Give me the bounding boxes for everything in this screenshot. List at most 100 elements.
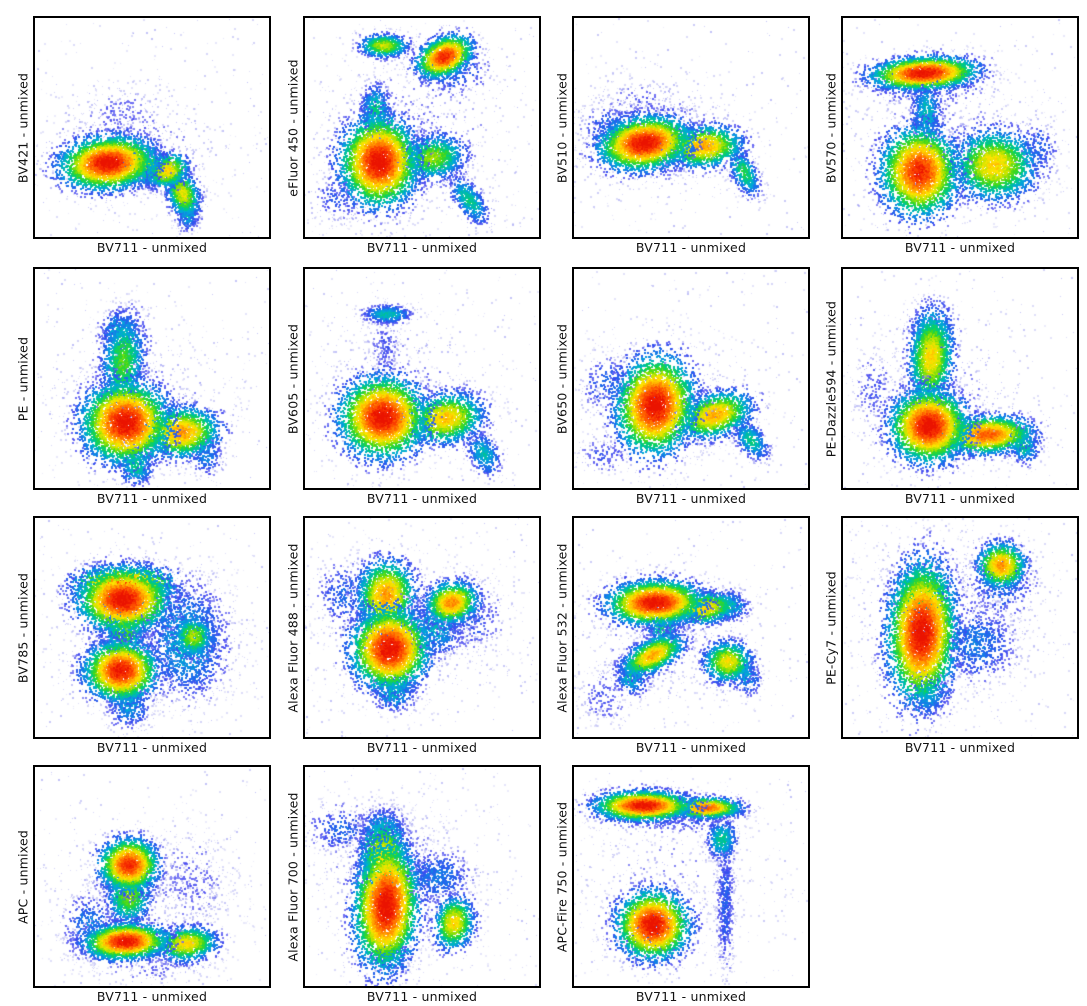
x-axis-label: BV711 - unmixed — [635, 491, 747, 506]
flow-panel: BV605 - unmixed BV711 - unmixed — [283, 267, 541, 506]
y-axis: Alexa Fluor 700 - unmixed — [283, 765, 303, 988]
plot-frame — [572, 16, 810, 239]
density-plot-canvas — [574, 269, 808, 488]
flow-panel: Alexa Fluor 488 - unmixed BV711 - unmixe… — [283, 516, 541, 755]
y-axis-label: APC-Fire 750 - unmixed — [554, 801, 570, 952]
density-plot-canvas — [574, 518, 808, 737]
plot-frame — [303, 765, 541, 988]
density-plot-canvas — [35, 269, 269, 488]
x-axis-label: BV711 - unmixed — [904, 740, 1016, 755]
y-axis: BV510 - unmixed — [552, 16, 572, 239]
y-axis-label: BV605 - unmixed — [285, 323, 301, 434]
y-axis: eFluor 450 - unmixed — [283, 16, 303, 239]
y-axis-label: Alexa Fluor 532 - unmixed — [554, 542, 570, 713]
density-plot-canvas — [305, 18, 539, 237]
plot-frame — [33, 16, 271, 239]
y-axis-label: BV510 - unmixed — [554, 72, 570, 183]
plot-frame — [33, 516, 271, 739]
y-axis-label: eFluor 450 - unmixed — [285, 58, 301, 197]
flow-panel: BV650 - unmixed BV711 - unmixed — [552, 267, 810, 506]
plot-frame — [572, 765, 810, 988]
density-plot-canvas — [305, 518, 539, 737]
plot-frame — [303, 16, 541, 239]
plot-column: BV711 - unmixed — [303, 516, 541, 755]
density-plot-canvas — [305, 269, 539, 488]
plot-column: BV711 - unmixed — [572, 765, 810, 1004]
y-axis-label: BV785 - unmixed — [15, 572, 31, 683]
x-axis-label: BV711 - unmixed — [96, 491, 208, 506]
density-plot-canvas — [305, 767, 539, 986]
density-plot-canvas — [35, 518, 269, 737]
plot-column: BV711 - unmixed — [841, 16, 1079, 255]
x-axis-label: BV711 - unmixed — [366, 740, 478, 755]
flow-panel: eFluor 450 - unmixed BV711 - unmixed — [283, 16, 541, 255]
y-axis-label: BV421 - unmixed — [15, 72, 31, 183]
y-axis: PE-Cy7 - unmixed — [821, 516, 841, 739]
plot-column: BV711 - unmixed — [572, 16, 810, 255]
plot-frame — [841, 516, 1079, 739]
plot-column: BV711 - unmixed — [33, 765, 271, 1004]
x-axis-label: BV711 - unmixed — [635, 240, 747, 255]
x-axis-label: BV711 - unmixed — [96, 740, 208, 755]
plot-frame — [303, 267, 541, 490]
density-plot-canvas — [843, 269, 1077, 488]
x-axis-label: BV711 - unmixed — [635, 740, 747, 755]
plot-frame — [572, 516, 810, 739]
plot-column: BV711 - unmixed — [33, 16, 271, 255]
y-axis-label: BV570 - unmixed — [823, 72, 839, 183]
plot-frame — [572, 267, 810, 490]
flow-panel: APC-Fire 750 - unmixed BV711 - unmixed — [552, 765, 810, 1004]
x-axis-label: BV711 - unmixed — [366, 240, 478, 255]
flow-panel: PE-Dazzle594 - unmixed BV711 - unmixed — [821, 267, 1079, 506]
plot-frame — [841, 267, 1079, 490]
plot-column: BV711 - unmixed — [33, 267, 271, 506]
y-axis-label: PE-Dazzle594 - unmixed — [823, 300, 839, 457]
plot-frame — [841, 16, 1079, 239]
flow-panel: PE-Cy7 - unmixed BV711 - unmixed — [821, 516, 1079, 755]
density-plot-canvas — [574, 767, 808, 986]
flow-panel: PE - unmixed BV711 - unmixed — [13, 267, 271, 506]
y-axis-label: PE - unmixed — [15, 336, 31, 421]
flow-panel: APC - unmixed BV711 - unmixed — [13, 765, 271, 1004]
plot-column: BV711 - unmixed — [572, 267, 810, 506]
plot-column: BV711 - unmixed — [841, 267, 1079, 506]
y-axis: PE-Dazzle594 - unmixed — [821, 267, 841, 490]
y-axis: APC-Fire 750 - unmixed — [552, 765, 572, 988]
y-axis-label: PE-Cy7 - unmixed — [823, 570, 839, 685]
y-axis: BV421 - unmixed — [13, 16, 33, 239]
density-plot-canvas — [574, 18, 808, 237]
y-axis-label: Alexa Fluor 488 - unmixed — [285, 542, 301, 713]
x-axis-label: BV711 - unmixed — [366, 491, 478, 506]
density-plot-canvas — [843, 518, 1077, 737]
plot-column: BV711 - unmixed — [303, 16, 541, 255]
plot-column: BV711 - unmixed — [33, 516, 271, 755]
flow-panel: Alexa Fluor 532 - unmixed BV711 - unmixe… — [552, 516, 810, 755]
plot-column: BV711 - unmixed — [841, 516, 1079, 755]
x-axis-label: BV711 - unmixed — [904, 491, 1016, 506]
y-axis-label: BV650 - unmixed — [554, 323, 570, 434]
plot-frame — [303, 516, 541, 739]
x-axis-label: BV711 - unmixed — [635, 989, 747, 1004]
flow-panel: BV785 - unmixed BV711 - unmixed — [13, 516, 271, 755]
flow-panel: BV421 - unmixed BV711 - unmixed — [13, 16, 271, 255]
y-axis: BV785 - unmixed — [13, 516, 33, 739]
density-plot-canvas — [35, 767, 269, 986]
x-axis-label: BV711 - unmixed — [904, 240, 1016, 255]
flow-panel: BV570 - unmixed BV711 - unmixed — [821, 16, 1079, 255]
plot-column: BV711 - unmixed — [303, 267, 541, 506]
y-axis-label: APC - unmixed — [15, 829, 31, 924]
y-axis-label: Alexa Fluor 700 - unmixed — [285, 791, 301, 962]
x-axis-label: BV711 - unmixed — [96, 240, 208, 255]
density-plot-canvas — [35, 18, 269, 237]
plot-frame — [33, 765, 271, 988]
plot-column: BV711 - unmixed — [303, 765, 541, 1004]
y-axis: PE - unmixed — [13, 267, 33, 490]
plot-column: BV711 - unmixed — [572, 516, 810, 755]
flow-panel: Alexa Fluor 700 - unmixed BV711 - unmixe… — [283, 765, 541, 1004]
plot-frame — [33, 267, 271, 490]
x-axis-label: BV711 - unmixed — [96, 989, 208, 1004]
y-axis: BV650 - unmixed — [552, 267, 572, 490]
y-axis: Alexa Fluor 488 - unmixed — [283, 516, 303, 739]
flow-panel: BV510 - unmixed BV711 - unmixed — [552, 16, 810, 255]
